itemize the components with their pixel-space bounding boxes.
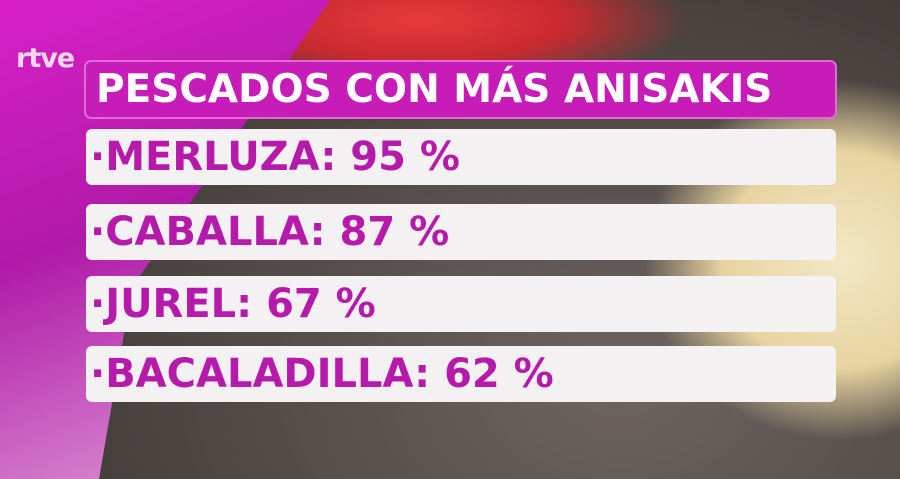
list-item: ·JUREL: 67 %: [86, 276, 836, 332]
list-item: ·CABALLA: 87 %: [86, 204, 836, 260]
graphic-title: PESCADOS CON MÁS ANISAKIS: [86, 62, 835, 117]
list-item: ·BACALADILLA: 62 %: [86, 346, 836, 402]
list-item: ·MERLUZA: 95 %: [86, 129, 836, 185]
rtve-logo: rtve: [16, 43, 75, 74]
